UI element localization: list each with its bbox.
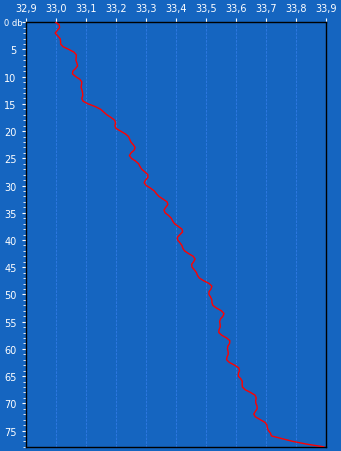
Text: 0 db: 0 db	[4, 18, 23, 28]
